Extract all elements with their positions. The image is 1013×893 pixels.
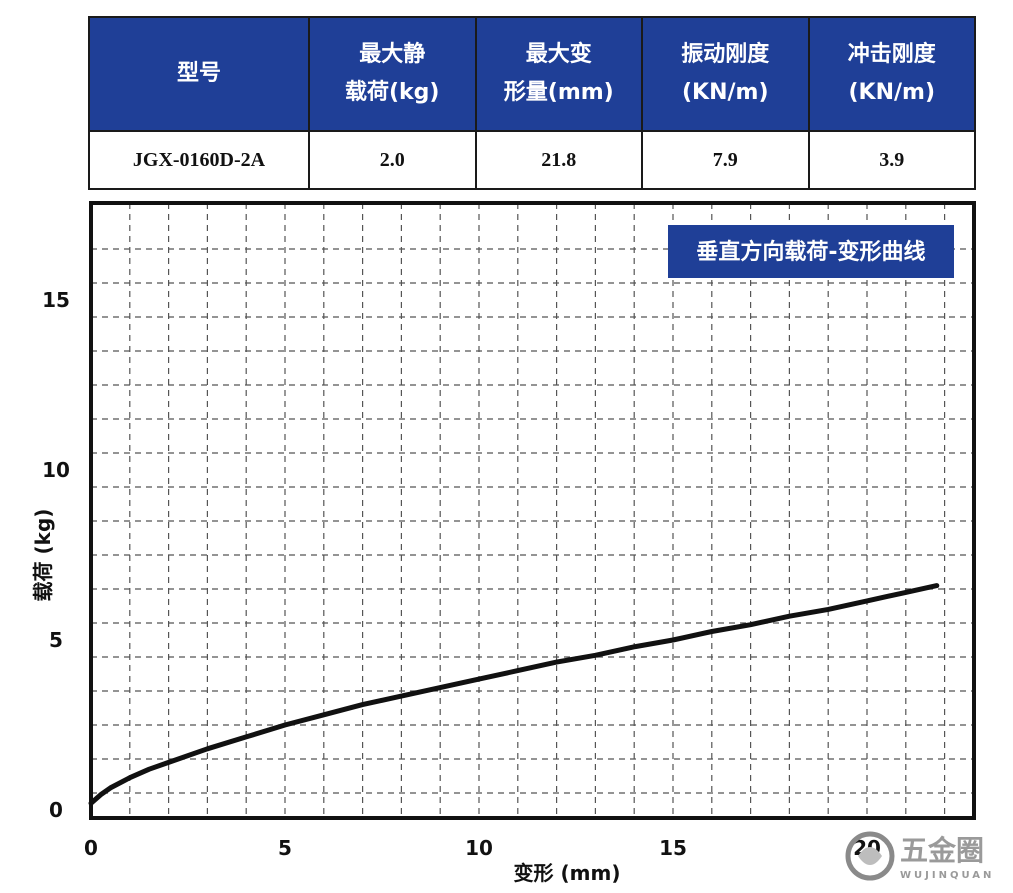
plot-frame	[89, 201, 976, 820]
spec-table: 型号 最大静 载荷(kg) 最大变 形量(mm) 振动刚度 (KN/m) 冲击刚…	[88, 16, 976, 190]
header-line-1: 冲击刚度	[847, 41, 936, 67]
y-tick-labels: 0 5 10 15	[42, 288, 70, 822]
header-max-static-load: 最大静 载荷(kg)	[308, 16, 477, 132]
header-line-1: 振动刚度	[681, 41, 770, 67]
header-line-2: (KN/m)	[681, 80, 769, 105]
y-tick-label: 15	[42, 288, 70, 312]
cell-model: JGX-0160D-2A	[88, 130, 310, 190]
header-line-1: 最大变	[525, 41, 592, 67]
chart-title-box	[668, 225, 954, 278]
cell-max-deformation: 21.8	[474, 130, 643, 190]
x-tick-label: 15	[659, 836, 687, 860]
x-tick-label: 10	[465, 836, 493, 860]
watermark-logo: 五金圈 WUJINQUAN	[842, 828, 1002, 884]
x-axis-label: 变形 (mm)	[514, 861, 621, 885]
y-tick-label: 0	[49, 798, 63, 822]
series-line	[88, 583, 940, 806]
chart-title: 垂直方向载荷-变形曲线	[696, 239, 925, 265]
watermark-icon	[845, 831, 895, 881]
header-vibration-stiffness: 振动刚度 (KN/m)	[641, 16, 810, 132]
header-line-2: 形量(mm)	[503, 80, 614, 105]
x-tick-label: 0	[84, 836, 98, 860]
header-impact-stiffness: 冲击刚度 (KN/m)	[807, 16, 976, 132]
header-model-line: 型号	[176, 60, 221, 86]
cell-impact-stiffness: 3.9	[807, 130, 976, 190]
spec-header-row: 型号 最大静 载荷(kg) 最大变 形量(mm) 振动刚度 (KN/m) 冲击刚…	[88, 16, 976, 132]
watermark-subtext: WUJINQUAN	[900, 870, 994, 881]
x-tick-label: 5	[278, 836, 292, 860]
spec-data-row: JGX-0160D-2A 2.0 21.8 7.9 3.9	[88, 130, 976, 190]
x-tick-labels: 05101520	[84, 836, 881, 860]
header-line-1: 最大静	[359, 41, 426, 67]
header-line-2: 载荷(kg)	[345, 80, 440, 105]
header-model: 型号	[88, 16, 310, 132]
header-line-2: (KN/m)	[848, 80, 936, 105]
y-tick-label: 5	[49, 628, 63, 652]
y-axis-label: 载荷 (kg)	[31, 509, 55, 602]
cell-max-static-load: 2.0	[308, 130, 477, 190]
chart-grid	[91, 203, 974, 818]
y-tick-label: 10	[42, 458, 70, 482]
cell-vibration-stiffness: 7.9	[641, 130, 810, 190]
header-max-deformation: 最大变 形量(mm)	[474, 16, 643, 132]
watermark-text: 五金圈	[900, 834, 984, 867]
